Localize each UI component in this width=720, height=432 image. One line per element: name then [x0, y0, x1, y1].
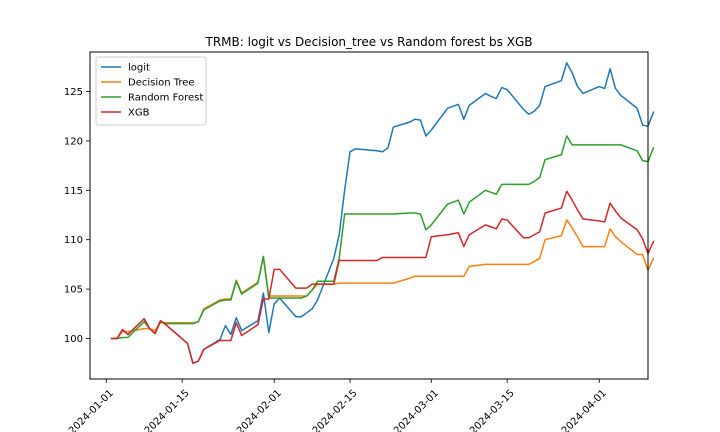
y-tick-label: 125	[64, 87, 83, 98]
y-tick-label: 100	[64, 334, 83, 345]
legend-box	[95, 56, 207, 126]
legend-label: XGB	[128, 108, 150, 119]
series-layer	[110, 62, 655, 364]
legend-label: Decision Tree	[128, 78, 195, 89]
y-axis: 100 105 110 115 120 125	[64, 87, 90, 345]
legend: logit Decision Tree Random Forest XGB	[95, 56, 207, 126]
y-tick-label: 110	[64, 235, 83, 246]
plot-area-frame	[89, 51, 649, 380]
y-tick-label: 115	[64, 186, 83, 197]
series-line-random-forest	[110, 135, 655, 340]
series-line-xgb	[110, 190, 655, 364]
legend-label: Random Forest	[128, 93, 203, 104]
y-tick-label: 120	[64, 136, 83, 147]
y-tick-label: 105	[64, 285, 83, 296]
legend-label: logit	[128, 63, 150, 74]
chart-title: TRMB: logit vs Decision_tree vs Random f…	[205, 35, 533, 49]
